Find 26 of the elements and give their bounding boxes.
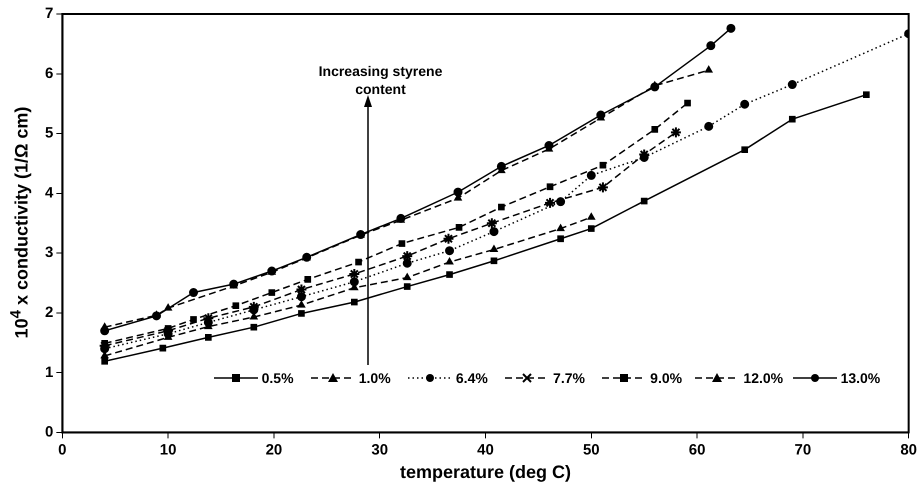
legend-label: 0.5% bbox=[262, 370, 294, 386]
legend-label: 7.7% bbox=[553, 370, 585, 386]
x-tick-label: 70 bbox=[794, 442, 812, 459]
y-tick-label: 0 bbox=[45, 424, 54, 441]
y-tick-label: 1 bbox=[45, 364, 54, 381]
x-tick-label: 20 bbox=[266, 442, 282, 459]
legend-label: 6.4% bbox=[456, 370, 488, 386]
x-axis-title: temperature (deg C) bbox=[400, 462, 572, 482]
x-tick-label: 0 bbox=[58, 442, 67, 459]
x-tick-label: 80 bbox=[900, 442, 917, 459]
y-tick-label: 4 bbox=[45, 184, 54, 202]
annotation: Increasing styrene content bbox=[318, 62, 443, 98]
y-tick-label: 7 bbox=[45, 5, 54, 22]
legend-label: 12.0% bbox=[743, 370, 784, 386]
legend-label: 13.0% bbox=[840, 370, 880, 386]
legend-label: 9.0% bbox=[650, 370, 682, 386]
y-tick-label: 3 bbox=[45, 244, 54, 262]
x-tick-label: 40 bbox=[477, 442, 494, 459]
y-tick-label: 5 bbox=[45, 124, 54, 142]
x-tick-label: 30 bbox=[371, 442, 388, 459]
y-tick-label: 6 bbox=[45, 64, 54, 82]
x-tick-label: 10 bbox=[160, 442, 176, 459]
legend-label: 1.0% bbox=[358, 370, 391, 386]
y-tick-label: 2 bbox=[45, 304, 54, 321]
x-tick-label: 50 bbox=[582, 442, 600, 459]
x-tick-label: 60 bbox=[688, 442, 706, 459]
